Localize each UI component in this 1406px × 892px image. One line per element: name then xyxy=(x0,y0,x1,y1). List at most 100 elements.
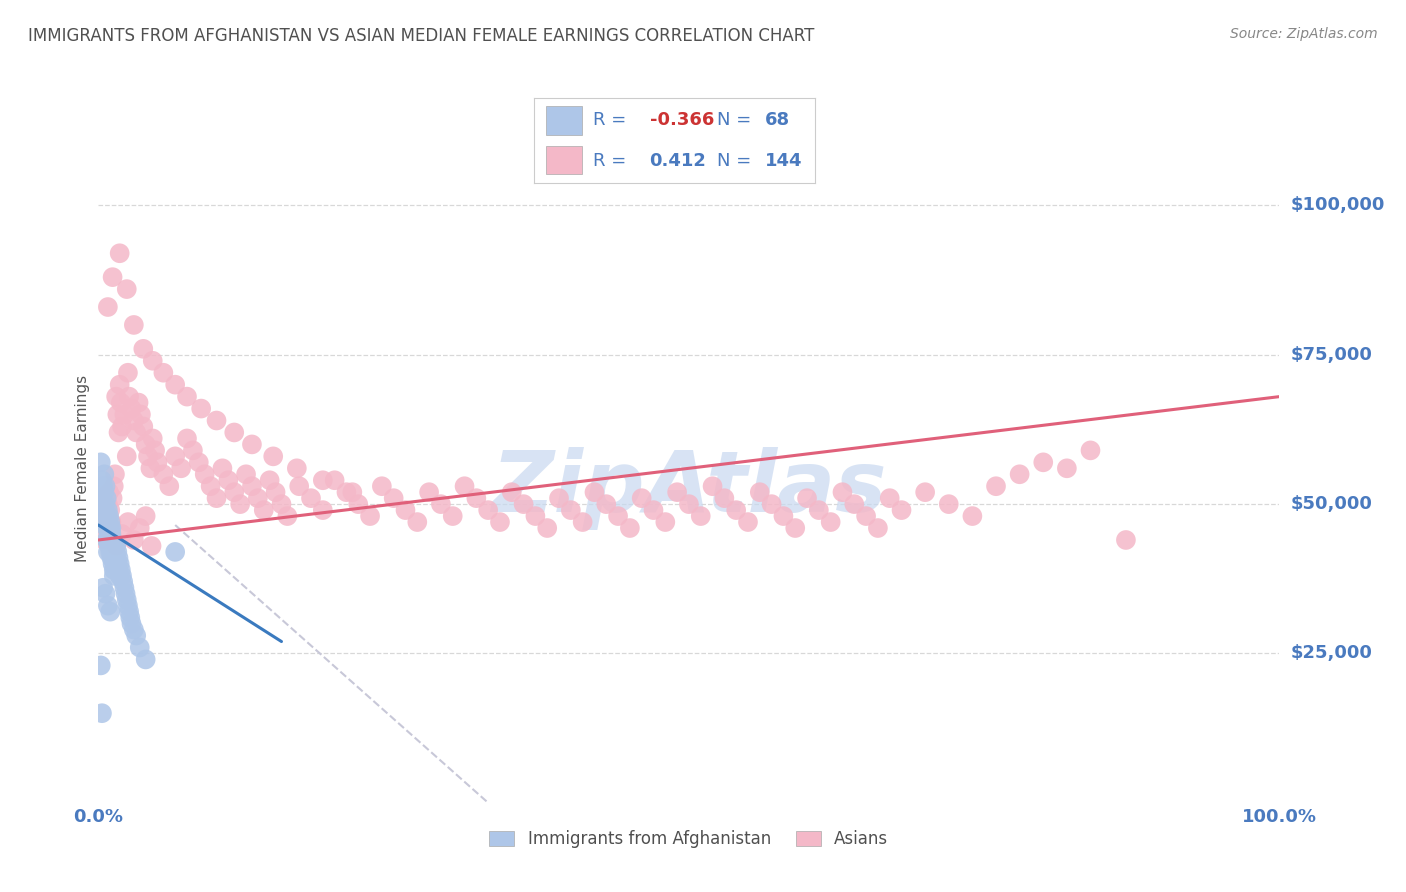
Point xyxy=(101,491,124,505)
Point xyxy=(879,491,901,505)
Point xyxy=(103,563,125,577)
Point xyxy=(501,485,523,500)
Point xyxy=(135,437,157,451)
Point xyxy=(571,515,593,529)
Point xyxy=(90,658,112,673)
Point xyxy=(105,550,128,565)
Point xyxy=(108,377,131,392)
Point xyxy=(146,455,169,469)
Text: 0.412: 0.412 xyxy=(650,152,706,169)
Point xyxy=(91,503,114,517)
Point xyxy=(187,455,209,469)
Text: Source: ZipAtlas.com: Source: ZipAtlas.com xyxy=(1230,27,1378,41)
Point xyxy=(117,366,139,380)
Point xyxy=(117,515,139,529)
Point xyxy=(142,432,165,446)
Point xyxy=(129,408,152,422)
Point xyxy=(264,485,287,500)
Point xyxy=(347,497,370,511)
Point xyxy=(100,515,122,529)
Point xyxy=(112,408,135,422)
Point xyxy=(135,509,157,524)
Point xyxy=(205,413,228,427)
Point xyxy=(276,509,298,524)
Point xyxy=(101,545,124,559)
Point xyxy=(108,557,131,571)
Point xyxy=(441,509,464,524)
Point xyxy=(725,503,748,517)
Point xyxy=(100,527,122,541)
Point xyxy=(785,521,807,535)
Point xyxy=(938,497,960,511)
Point xyxy=(93,491,115,505)
Text: $75,000: $75,000 xyxy=(1291,346,1372,364)
Point xyxy=(489,515,512,529)
Point xyxy=(394,503,416,517)
Point xyxy=(122,318,145,332)
Point xyxy=(110,563,132,577)
Point xyxy=(678,497,700,511)
Point xyxy=(97,300,120,314)
Point xyxy=(115,450,138,464)
Point xyxy=(820,515,842,529)
Point xyxy=(101,533,124,547)
Point xyxy=(165,377,187,392)
Point xyxy=(619,521,641,535)
Point xyxy=(259,473,281,487)
Point xyxy=(97,599,120,613)
Point xyxy=(285,461,308,475)
Point xyxy=(101,557,124,571)
Point xyxy=(855,509,877,524)
Point xyxy=(914,485,936,500)
Point xyxy=(748,485,770,500)
Point xyxy=(984,479,1007,493)
Point xyxy=(105,390,128,404)
Point xyxy=(654,515,676,529)
Point xyxy=(97,497,120,511)
Point xyxy=(97,545,120,559)
Point xyxy=(105,539,128,553)
Point xyxy=(100,550,122,565)
Point xyxy=(104,545,127,559)
Text: N =: N = xyxy=(717,112,751,129)
Point xyxy=(103,550,125,565)
Point xyxy=(524,509,547,524)
Point xyxy=(112,574,135,589)
Point xyxy=(91,503,114,517)
Point xyxy=(772,509,794,524)
Point xyxy=(152,467,174,482)
Point xyxy=(91,473,114,487)
Point xyxy=(844,497,866,511)
Point xyxy=(170,461,193,475)
Point xyxy=(229,497,252,511)
Point xyxy=(512,497,534,511)
Point xyxy=(666,485,689,500)
Point xyxy=(107,425,129,440)
Point xyxy=(217,473,239,487)
Point xyxy=(335,485,357,500)
Text: $50,000: $50,000 xyxy=(1291,495,1372,513)
Point xyxy=(359,509,381,524)
Point xyxy=(1080,443,1102,458)
Point xyxy=(139,461,162,475)
Point xyxy=(107,550,129,565)
Point xyxy=(323,473,346,487)
Point xyxy=(114,587,136,601)
Point xyxy=(101,270,124,285)
Point xyxy=(630,491,652,505)
Text: N =: N = xyxy=(717,152,751,169)
Point xyxy=(98,545,121,559)
Point xyxy=(595,497,617,511)
Point xyxy=(103,539,125,553)
Point xyxy=(117,599,139,613)
Point xyxy=(157,479,180,493)
Point xyxy=(105,545,128,559)
Point xyxy=(200,479,222,493)
Point xyxy=(104,467,127,482)
Point xyxy=(97,533,120,547)
Point xyxy=(97,515,120,529)
Point xyxy=(110,395,132,409)
Point xyxy=(96,521,118,535)
Point xyxy=(253,503,276,517)
Point xyxy=(122,623,145,637)
